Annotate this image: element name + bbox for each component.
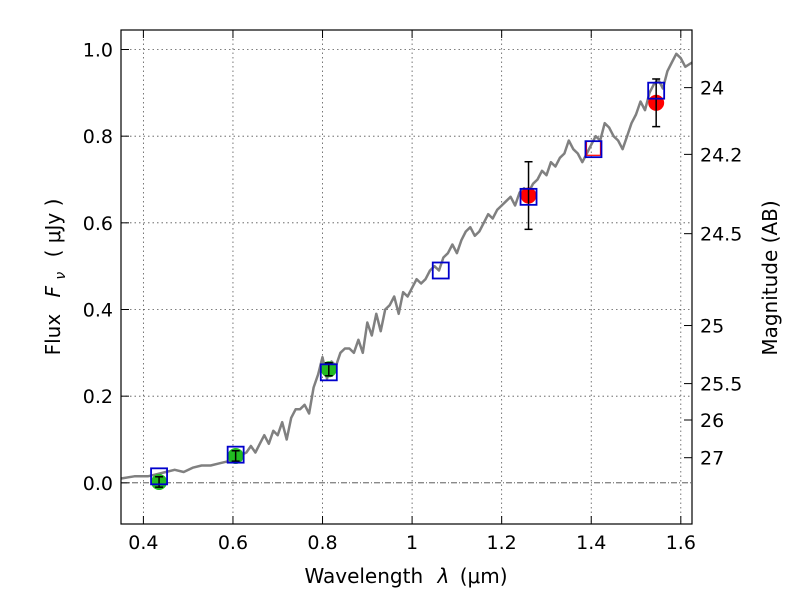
x-tick-label: 1 xyxy=(406,532,418,554)
model-photometry-point xyxy=(226,445,245,464)
y-tick-label: 0.6 xyxy=(83,213,113,235)
model-photometry-point xyxy=(584,140,603,159)
plot-frame xyxy=(120,29,693,525)
y-tick-label: 0.4 xyxy=(83,300,113,322)
x-tick-label: 0.6 xyxy=(218,532,248,554)
y-axis-label-symbol: F xyxy=(41,285,65,297)
axis-ticks: 0.4 0.6 0.8 1 1.2 1.4 1.6 0.0 0.2 0.4 0.6 0.8 1.0 24 2… xyxy=(83,30,742,554)
y-axis-label-unit: ( μJy ) xyxy=(41,199,65,258)
y-tick-label: 0.2 xyxy=(83,386,113,408)
y-axis-label-text: Flux xyxy=(41,314,65,356)
x-axis-label-unit: (μm) xyxy=(460,564,508,588)
model-photometry-point xyxy=(319,363,338,382)
x-tick-label: 1.6 xyxy=(666,532,696,554)
magnitude-tick-label: 25 xyxy=(700,316,724,338)
x-axis-label-text: Wavelength xyxy=(304,564,423,588)
model-spectrum-line xyxy=(120,52,693,480)
x-tick-label: 1.2 xyxy=(487,532,517,554)
grid xyxy=(121,30,692,524)
x-axis-label-symbol: λ xyxy=(437,564,450,588)
model-photometry-point xyxy=(150,467,168,486)
y-tick-label: 0.8 xyxy=(83,126,113,148)
model-spectrum-layer xyxy=(120,52,693,480)
x-axis-label: Wavelength λ (μm) xyxy=(304,564,507,588)
x-tick-label: 0.4 xyxy=(128,532,158,554)
y-axis-label-subscript: ν xyxy=(53,272,69,280)
magnitude-tick-label: 24.5 xyxy=(700,224,742,246)
model-photometry-point xyxy=(519,187,538,206)
x-tick-label: 1.4 xyxy=(576,532,606,554)
model-photometry-point xyxy=(647,81,666,100)
magnitude-tick-label: 25.5 xyxy=(700,374,742,396)
x-tick-label: 0.8 xyxy=(307,532,337,554)
y-axis-label: Flux F ν ( μJy ) xyxy=(41,199,70,356)
y-tick-label: 0.0 xyxy=(83,473,113,495)
magnitude-tick-label: 24.2 xyxy=(700,144,742,166)
model-photometry-point xyxy=(431,261,450,280)
magnitude-tick-label: 26 xyxy=(700,410,724,432)
y-tick-label: 1.0 xyxy=(83,40,113,62)
magnitude-axis-label: Magnitude (AB) xyxy=(758,200,782,355)
marker-layer xyxy=(150,78,666,490)
magnitude-tick-label: 27 xyxy=(700,448,724,470)
magnitude-tick-label: 24 xyxy=(700,78,724,100)
